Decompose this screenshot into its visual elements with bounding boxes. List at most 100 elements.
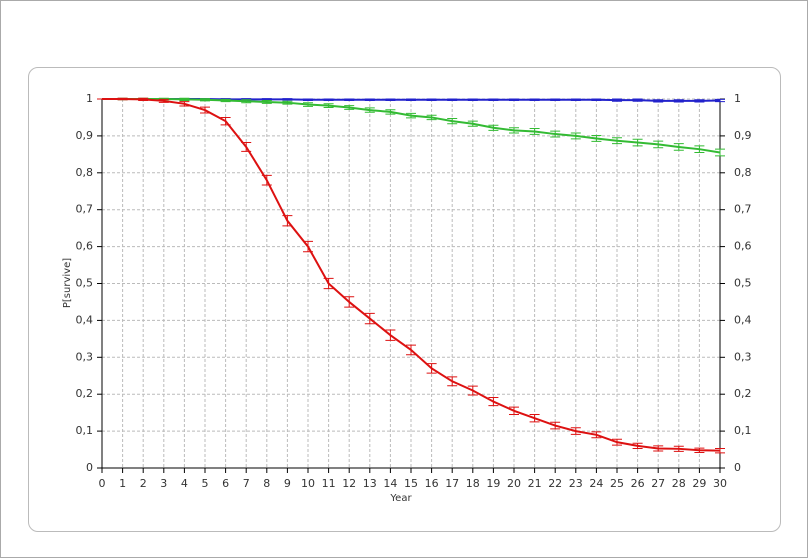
y-tick-label: 0 — [86, 461, 93, 474]
y-tick-label: 0,5 — [76, 277, 94, 290]
error-bar — [200, 106, 210, 114]
error-bar — [344, 296, 355, 308]
error-bar — [117, 97, 128, 101]
error-bar — [612, 438, 622, 446]
error-bar — [447, 376, 458, 387]
error-bar — [529, 128, 540, 135]
error-bar — [509, 406, 519, 415]
error-bar — [200, 98, 210, 102]
error-bar — [282, 100, 293, 105]
error-bar — [282, 215, 293, 227]
x-tick-label: 28 — [672, 477, 686, 490]
error-bar — [570, 427, 581, 435]
error-bar — [612, 98, 622, 102]
y2-tick-label: 0,1 — [734, 424, 752, 437]
y2-tick-label: 0 — [734, 461, 741, 474]
y2-tick-label: 0,2 — [734, 387, 752, 400]
y-axis-label: P[survive] — [62, 258, 73, 308]
x-tick-label: 17 — [445, 477, 459, 490]
y2-tick-label: 0,7 — [734, 203, 752, 216]
error-bar — [715, 148, 725, 157]
error-bar — [385, 109, 396, 115]
error-bar — [653, 99, 664, 103]
x-tick-label: 20 — [507, 477, 521, 490]
x-tick-label: 25 — [610, 477, 624, 490]
x-tick-label: 2 — [140, 477, 147, 490]
error-bar — [550, 421, 561, 430]
y2-tick-label: 0,9 — [734, 129, 752, 142]
error-bar — [550, 130, 561, 138]
error-bar — [323, 103, 334, 108]
x-tick-label: 11 — [322, 477, 336, 490]
error-bar — [529, 98, 540, 101]
x-tick-label: 15 — [404, 477, 418, 490]
error-bar — [138, 97, 149, 101]
x-tick-label: 21 — [528, 477, 542, 490]
error-bar — [612, 137, 622, 145]
y2-tick-label: 0,3 — [734, 350, 752, 363]
error-bar — [509, 98, 519, 101]
x-tick-label: 4 — [181, 477, 188, 490]
y-tick-label: 0,3 — [76, 350, 94, 363]
error-bar — [344, 98, 355, 101]
error-bar — [673, 99, 684, 103]
error-bar — [694, 99, 705, 103]
error-bar — [261, 99, 272, 104]
x-tick-label: 22 — [548, 477, 562, 490]
error-bar — [323, 98, 334, 101]
error-bar — [653, 140, 664, 149]
y-tick-label: 0,6 — [76, 240, 94, 253]
error-bar — [426, 363, 437, 374]
x-tick-label: 24 — [589, 477, 603, 490]
error-bar — [364, 312, 375, 325]
error-bar — [653, 445, 664, 452]
x-axis-label: Year — [389, 493, 412, 504]
error-bar — [303, 240, 313, 253]
x-tick-label: 6 — [222, 477, 229, 490]
error-bar — [694, 447, 705, 454]
error-bar — [261, 174, 272, 186]
y-tick-label: 0,2 — [76, 387, 94, 400]
x-tick-label: 0 — [99, 477, 106, 490]
error-bar — [632, 138, 643, 147]
x-tick-label: 23 — [569, 477, 583, 490]
x-tick-label: 7 — [243, 477, 250, 490]
y2-tick-label: 1 — [734, 92, 741, 105]
error-bar — [303, 98, 313, 101]
x-tick-label: 5 — [202, 477, 209, 490]
error-bar — [385, 98, 396, 101]
error-bar — [591, 135, 602, 142]
error-bar — [488, 98, 499, 101]
y-tick-label: 0,7 — [76, 203, 94, 216]
y2-tick-label: 0,4 — [734, 313, 752, 326]
error-bar — [241, 99, 252, 104]
x-tick-label: 9 — [284, 477, 291, 490]
error-bar — [673, 445, 684, 452]
error-bar — [282, 98, 293, 101]
x-tick-label: 16 — [425, 477, 439, 490]
error-bar — [158, 98, 169, 103]
error-bar — [447, 98, 458, 101]
error-bar — [488, 124, 499, 131]
error-bar — [344, 105, 355, 110]
y2-tick-label: 0,6 — [734, 240, 752, 253]
error-bar — [632, 98, 643, 102]
error-bar — [673, 143, 684, 151]
error-bar — [509, 127, 519, 134]
error-bar — [591, 431, 602, 439]
error-bar — [529, 413, 540, 423]
error-bar — [632, 442, 643, 449]
x-tick-label: 1 — [119, 477, 126, 490]
error-bar — [406, 344, 416, 356]
error-bar — [570, 98, 581, 101]
x-tick-label: 29 — [692, 477, 706, 490]
error-bar — [715, 98, 725, 103]
error-bar — [179, 97, 190, 101]
error-bar — [488, 397, 499, 407]
error-bar — [467, 120, 478, 127]
error-bar — [364, 107, 375, 113]
y-tick-label: 1 — [86, 92, 93, 105]
y-tick-label: 0,4 — [76, 313, 94, 326]
